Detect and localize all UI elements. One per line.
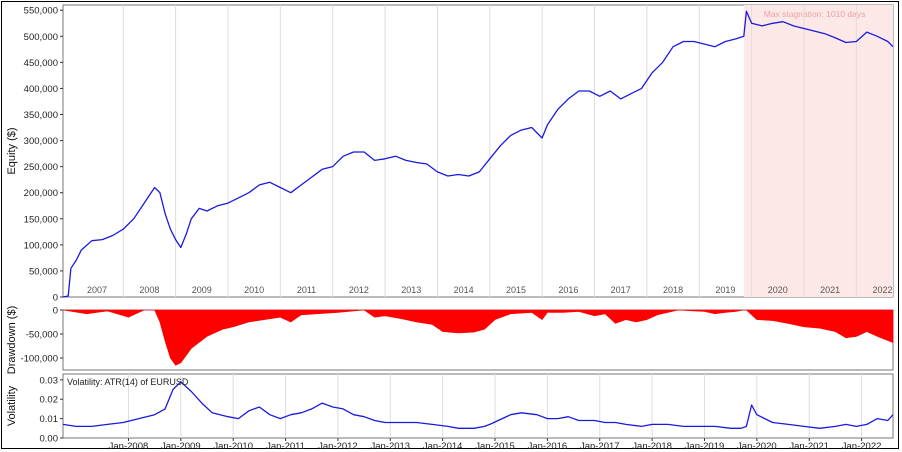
y-tick-label: -100,000 <box>20 354 58 365</box>
year-label: 2012 <box>349 285 369 295</box>
volatility-legend: Volatility: ATR(14) of EURUSD <box>67 377 189 387</box>
y-tick-label: 250,000 <box>24 162 58 173</box>
y-tick-label: 350,000 <box>24 110 58 121</box>
x-tick-label: Jan-2020 <box>737 441 777 452</box>
x-tick-label: Jan-2018 <box>632 441 672 452</box>
x-tick-label: Jan-2009 <box>161 441 201 452</box>
equity-panel: Max stagnation: 1010 days 2007 2008 2009 201… <box>6 4 894 304</box>
year-label: 2011 <box>297 285 316 295</box>
year-label: 2020 <box>768 285 788 295</box>
x-tick-label: Jan-2008 <box>109 441 149 452</box>
y-tick-label: -50,000 <box>26 330 58 341</box>
drawdown-area <box>62 309 894 366</box>
x-tick-label: Jan-2012 <box>318 441 358 452</box>
y-tick-label: 50,000 <box>29 266 58 277</box>
y-tick-label: 400,000 <box>24 84 58 95</box>
y-axis-label: Drawdown ($) <box>6 306 18 374</box>
x-tick-label: Jan-2013 <box>370 441 410 452</box>
equity-line <box>62 10 894 298</box>
y-tick-label: 0 <box>53 293 58 304</box>
y-tick-label: 200,000 <box>24 188 58 199</box>
y-tick-label: 550,000 <box>24 6 58 17</box>
y-tick-label: 0.00 <box>40 434 59 445</box>
x-tick-label: Jan-2016 <box>528 441 568 452</box>
y-tick-label: 0.02 <box>40 395 59 406</box>
year-label: 2009 <box>192 285 212 295</box>
x-tick-label: Jan-2011 <box>266 441 305 452</box>
year-label: 2019 <box>715 285 735 295</box>
x-tick-label: Jan-2010 <box>213 441 253 452</box>
year-label: 2010 <box>244 285 264 295</box>
year-label: 2014 <box>454 285 474 295</box>
volatility-line <box>62 381 894 429</box>
y-tick-label: 500,000 <box>24 32 58 43</box>
x-tick-label: Jan-2017 <box>580 441 620 452</box>
volatility-panel: Jan-2008 Jan-2009 Jan-2010 Jan-2011 Jan-2012… <box>6 373 894 452</box>
y-tick-label: 0.01 <box>40 414 59 425</box>
y-axis-label: Volatility <box>6 385 18 426</box>
year-label: 2016 <box>558 285 578 295</box>
y-tick-label: 450,000 <box>24 58 58 69</box>
year-label: 2015 <box>506 285 526 295</box>
year-label: 2018 <box>663 285 683 295</box>
x-tick-label: Jan-2022 <box>842 441 882 452</box>
x-tick-label: Jan-2019 <box>685 441 725 452</box>
x-tick-label: Jan-2014 <box>423 441 463 452</box>
stagnation-band <box>743 5 893 297</box>
year-label: 2022 <box>873 285 893 295</box>
y-tick-label: 100,000 <box>24 240 58 251</box>
y-tick-label: 0 <box>53 306 58 317</box>
y-tick-label: 300,000 <box>24 136 58 147</box>
y-axis-label: Equity ($) <box>6 127 18 174</box>
year-label: 2013 <box>401 285 421 295</box>
x-tick-label: Jan-2021 <box>789 441 829 452</box>
year-label: 2021 <box>820 285 840 295</box>
year-label: 2007 <box>87 285 107 295</box>
stagnation-label: Max stagnation: 1010 days <box>764 9 866 19</box>
x-tick-label: Jan-2015 <box>475 441 515 452</box>
year-label: 2008 <box>139 285 159 295</box>
y-tick-label: 150,000 <box>24 214 58 225</box>
y-tick-label: 0.03 <box>40 375 59 386</box>
year-label: 2017 <box>611 285 631 295</box>
